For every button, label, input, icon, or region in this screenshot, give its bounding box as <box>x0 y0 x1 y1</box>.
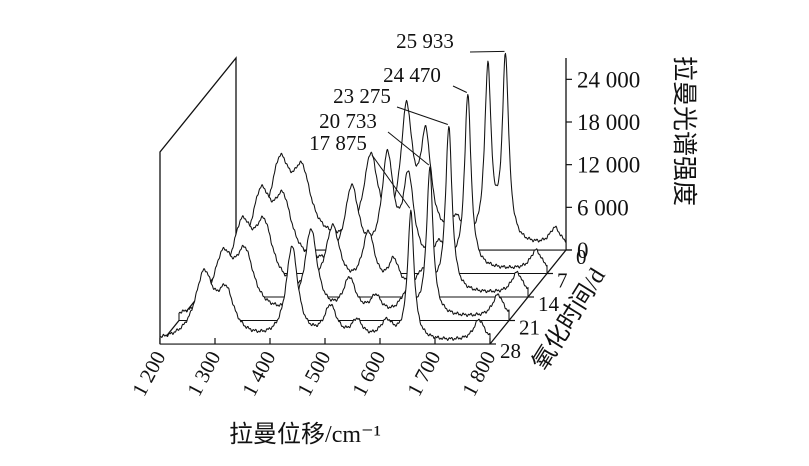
y-tick-label-12000: 12 000 <box>577 153 640 178</box>
x-tick-label-1700: 1 700 <box>402 347 445 400</box>
callout-leader-day-7 <box>452 85 468 93</box>
z-tick-label-14: 14 <box>538 292 560 316</box>
x-tick-label-1300: 1 300 <box>182 347 225 400</box>
peak-label-day-21: 20 733 <box>319 109 377 133</box>
peak-label-day-28: 17 875 <box>309 131 367 155</box>
spectrum-day-21 <box>178 166 510 322</box>
z-tick-label-0: 0 <box>576 245 587 269</box>
spectra-traces <box>159 52 567 345</box>
y-tick-label-18000: 18 000 <box>577 110 640 135</box>
y-axis-title: 拉曼光谱强度 <box>670 56 698 206</box>
x-tick-label-1600: 1 600 <box>347 347 390 400</box>
x-tick-label-1400: 1 400 <box>237 347 280 400</box>
z-tick-label-21: 21 <box>519 316 540 340</box>
y-tick-label-0: 0 <box>577 238 589 263</box>
x-tick-label-1500: 1 500 <box>292 347 335 400</box>
z-tick-label-28: 28 <box>500 339 521 363</box>
callout-leader-day-0 <box>469 50 505 53</box>
spectrum-day-7 <box>216 93 548 275</box>
peak-label-day-7: 24 470 <box>383 63 441 87</box>
x-axis-title: 拉曼位移/cm⁻¹ <box>229 421 381 448</box>
callout-leader-day-28 <box>371 154 411 209</box>
x-tick-label-1800: 1 800 <box>457 347 500 400</box>
y-tick-label-6000: 6 000 <box>577 195 629 220</box>
spectrum-day-14 <box>197 125 529 298</box>
y-tick-label-24000: 24 000 <box>577 67 640 92</box>
peak-label-day-0: 25 933 <box>396 29 454 53</box>
callout-leader-day-14 <box>396 106 448 125</box>
peak-label-day-14: 23 275 <box>333 84 391 108</box>
z-tick-label-7: 7 <box>557 269 568 293</box>
callout-leader-day-21 <box>387 131 430 166</box>
spectrum-day-0 <box>235 52 567 251</box>
x-tick-label-1200: 1 200 <box>127 347 170 400</box>
left-wall <box>159 56 237 344</box>
spectrum-day-28 <box>159 209 491 345</box>
